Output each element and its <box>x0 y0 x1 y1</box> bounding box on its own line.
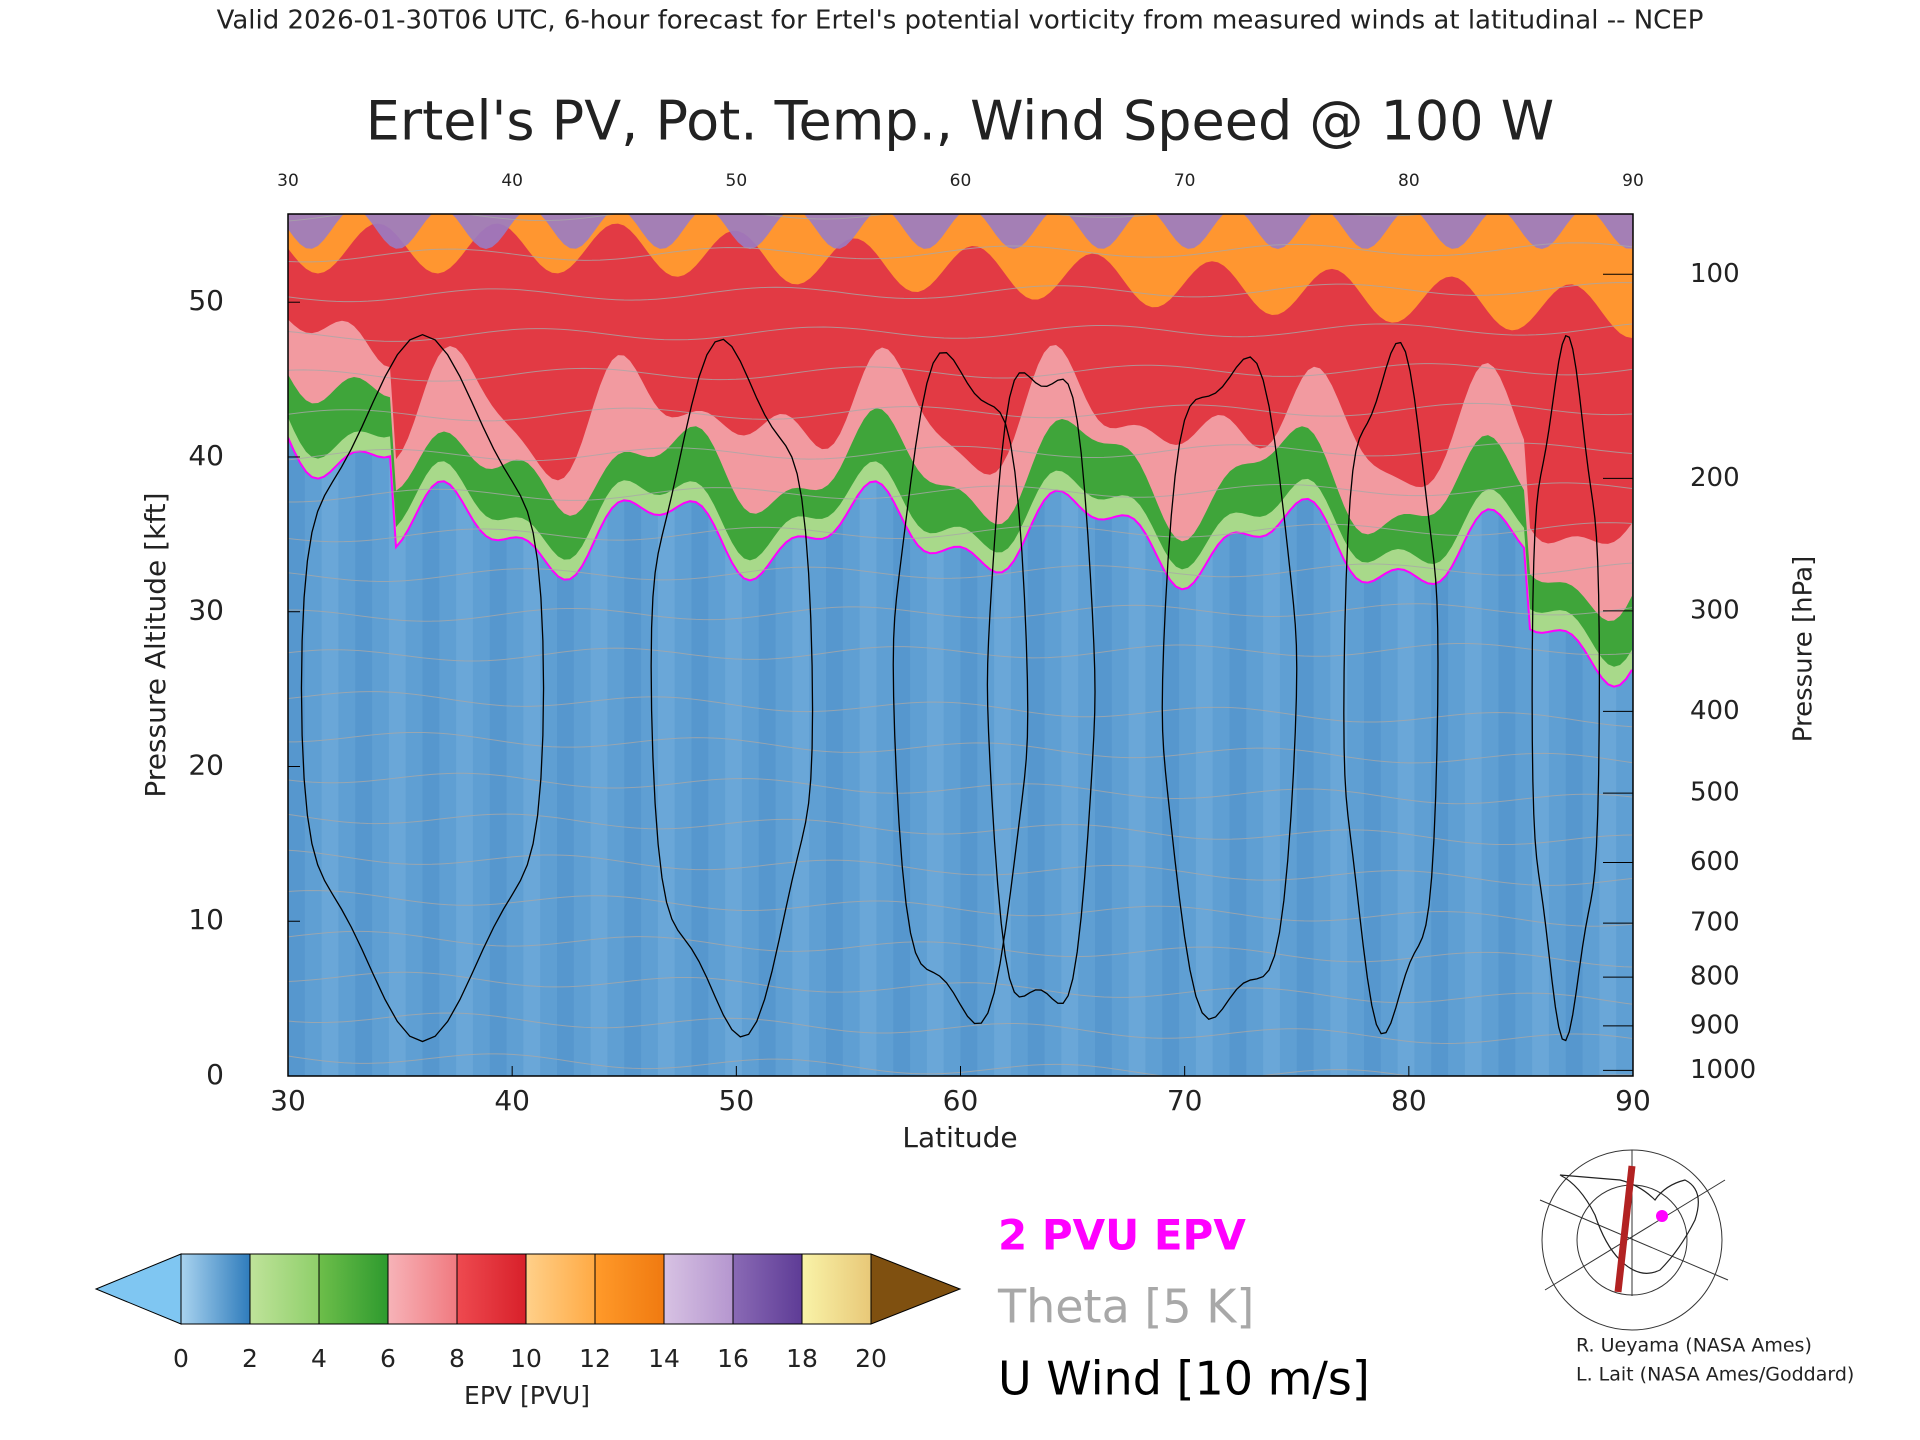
colorbar-segment <box>663 1253 734 1325</box>
x-top-tick-label: 60 <box>950 171 972 191</box>
theta-contour <box>288 482 1633 503</box>
colorbar-segment <box>525 1253 596 1325</box>
y2-tick-label: 500 <box>1690 778 1740 808</box>
y-tick-label: 0 <box>206 1058 224 1091</box>
wind-contour <box>1531 334 1601 1042</box>
contour-field <box>288 214 1633 1076</box>
theta-contour <box>288 971 1633 1005</box>
colorbar-tick-label: 12 <box>579 1344 611 1373</box>
y2-tick-label: 800 <box>1690 962 1740 992</box>
x-top-tick-label: 90 <box>1622 171 1644 191</box>
y2-tick-label: 600 <box>1690 847 1740 877</box>
colorbar-segment <box>594 1253 665 1325</box>
y-tick-label: 20 <box>188 748 224 781</box>
theta-contour <box>288 282 1633 303</box>
y-tick-label: 40 <box>188 439 224 472</box>
colorbar-tick-label: 8 <box>449 1344 465 1373</box>
x-tick-label: 40 <box>494 1084 530 1117</box>
x-tick-label: 60 <box>943 1084 979 1117</box>
x-tick-label: 80 <box>1391 1084 1427 1117</box>
x-tick-label: 30 <box>270 1084 306 1117</box>
theta-contour <box>288 562 1633 582</box>
colorbar-segment <box>732 1253 803 1325</box>
x-tick-label: 70 <box>1167 1084 1203 1117</box>
colorbar-tick-label: 16 <box>717 1344 749 1373</box>
y2-tick-label: 900 <box>1690 1010 1740 1040</box>
theta-contour <box>288 242 1633 263</box>
theta-contour <box>288 642 1633 662</box>
colorbar-tick-label: 6 <box>380 1344 396 1373</box>
wind-contour <box>892 352 1029 1025</box>
y-tick-label: 50 <box>188 284 224 317</box>
y2-tick-label: 300 <box>1690 595 1740 625</box>
theta-contour <box>288 214 1428 222</box>
theta-contour <box>288 731 1633 764</box>
theta-contour <box>288 522 1633 543</box>
credit: R. Ueyama (NASA Ames) <box>1576 1335 1812 1357</box>
locator-map <box>1534 1149 1730 1331</box>
theta-contour <box>288 323 1633 342</box>
colorbar-under <box>94 1253 182 1325</box>
x-axis-label: Latitude <box>902 1121 1017 1154</box>
colorbar-tick-label: 20 <box>855 1344 887 1373</box>
colorbar-segment <box>456 1253 527 1325</box>
colorbar-segment <box>180 1253 251 1325</box>
chart-title: Ertel's PV, Pot. Temp., Wind Speed @ 100… <box>366 90 1554 153</box>
colorbar-segment <box>318 1253 389 1325</box>
x-top-tick-label: 30 <box>277 171 299 191</box>
wind-contour <box>1161 356 1298 1020</box>
theta-contour <box>288 603 1633 622</box>
x-tick-label: 90 <box>1615 1084 1651 1117</box>
y-axis-label: Pressure Altitude [kft] <box>139 492 172 797</box>
legend-entry: Theta [5 K] <box>997 1280 1254 1334</box>
field-band <box>288 214 1633 249</box>
credit: L. Lait (NASA Ames/Goddard) <box>1576 1364 1854 1386</box>
colorbar-segment <box>387 1253 458 1325</box>
pv-contour <box>288 437 1633 688</box>
colorbar-tick-label: 14 <box>648 1344 680 1373</box>
x-top-tick-label: 40 <box>501 171 523 191</box>
wind-contour <box>1343 341 1439 1035</box>
y2-axis-label: Pressure [hPa] <box>1789 556 1819 743</box>
y-tick-label: 30 <box>188 594 224 627</box>
colorbar-tick-label: 4 <box>311 1344 327 1373</box>
wind-contour <box>650 338 814 1038</box>
colorbar-segment <box>801 1253 872 1325</box>
header: Valid 2026-01-30T06 UTC, 6-hour forecast… <box>217 6 1704 36</box>
x-top-tick-label: 70 <box>1174 171 1196 191</box>
colorbar-over <box>870 1253 962 1325</box>
x-top-tick-label: 80 <box>1398 171 1420 191</box>
colorbar-tick-label: 0 <box>173 1344 189 1373</box>
colorbar-tick-label: 18 <box>786 1344 818 1373</box>
field-band <box>288 214 1633 339</box>
theta-contour <box>288 813 1633 846</box>
colorbar-segment <box>249 1253 320 1325</box>
colorbar-tick-label: 10 <box>510 1344 542 1373</box>
theta-contour <box>288 691 1633 728</box>
y2-tick-label: 200 <box>1690 463 1740 493</box>
theta-contour <box>288 772 1633 805</box>
y2-tick-label: 400 <box>1690 696 1740 726</box>
colorbar-tick-label: 2 <box>242 1344 258 1373</box>
y2-tick-label: 100 <box>1690 259 1740 289</box>
wind-contour <box>986 372 1096 1004</box>
colorbar-label: EPV [PVU] <box>464 1381 590 1410</box>
y-tick-label: 10 <box>188 903 224 936</box>
legend-entry: 2 PVU EPV <box>998 1211 1246 1260</box>
theta-contour <box>288 890 1633 927</box>
theta-contour <box>288 930 1633 968</box>
y2-tick-label: 1000 <box>1690 1055 1756 1085</box>
x-tick-label: 50 <box>719 1084 755 1117</box>
theta-contour <box>288 442 1633 462</box>
y2-tick-label: 700 <box>1690 908 1740 938</box>
theta-contour <box>288 1012 1633 1044</box>
wind-contour <box>300 333 545 1043</box>
x-top-tick-label: 50 <box>726 171 748 191</box>
theta-contour <box>288 402 1633 422</box>
theta-contour <box>288 849 1633 886</box>
legend-entry: U Wind [10 m/s] <box>998 1352 1370 1406</box>
